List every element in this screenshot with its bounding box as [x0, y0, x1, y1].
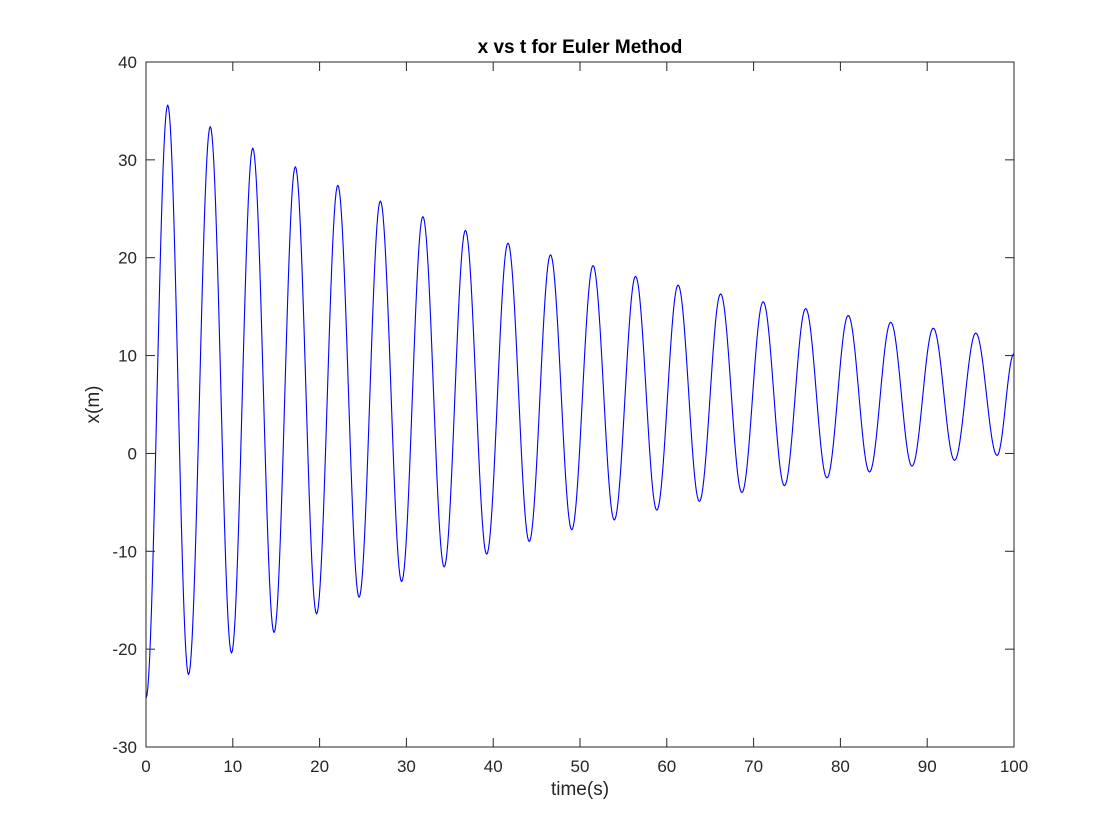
axes-box: [145, 61, 1015, 748]
y-tick-label: -30: [112, 738, 137, 757]
labels: x vs t for Euler Method time(s) x(m) 0 10…: [83, 37, 1028, 800]
x-tick-label: 50: [571, 757, 590, 776]
y-tick-label: -10: [112, 542, 137, 561]
chart-title: x vs t for Euler Method: [478, 37, 683, 58]
y-tick-label: -20: [112, 640, 137, 659]
x-tick-label: 10: [223, 757, 242, 776]
x-tick-label: 100: [1000, 757, 1028, 776]
axes: [145, 61, 1015, 748]
y-tick-label: 30: [118, 151, 137, 170]
x-tick-label: 60: [657, 757, 676, 776]
x-axis-label: time(s): [551, 779, 609, 800]
x-tick-label: 40: [484, 757, 503, 776]
y-tick-label: 0: [128, 444, 137, 463]
plot-area: [145, 104, 1015, 699]
y-axis-label: x(m): [83, 386, 104, 424]
x-tick-label: 70: [744, 757, 763, 776]
x-tick-label: 80: [831, 757, 850, 776]
x-tick-label: 30: [397, 757, 416, 776]
y-tick-label: 20: [118, 249, 137, 268]
y-tick-label: 10: [118, 347, 137, 366]
x-tick-label: 0: [141, 757, 150, 776]
x-tick-label: 20: [310, 757, 329, 776]
y-tick-label: 40: [118, 53, 137, 72]
series-line-1: [145, 104, 1015, 699]
x-tick-label: 90: [918, 757, 937, 776]
